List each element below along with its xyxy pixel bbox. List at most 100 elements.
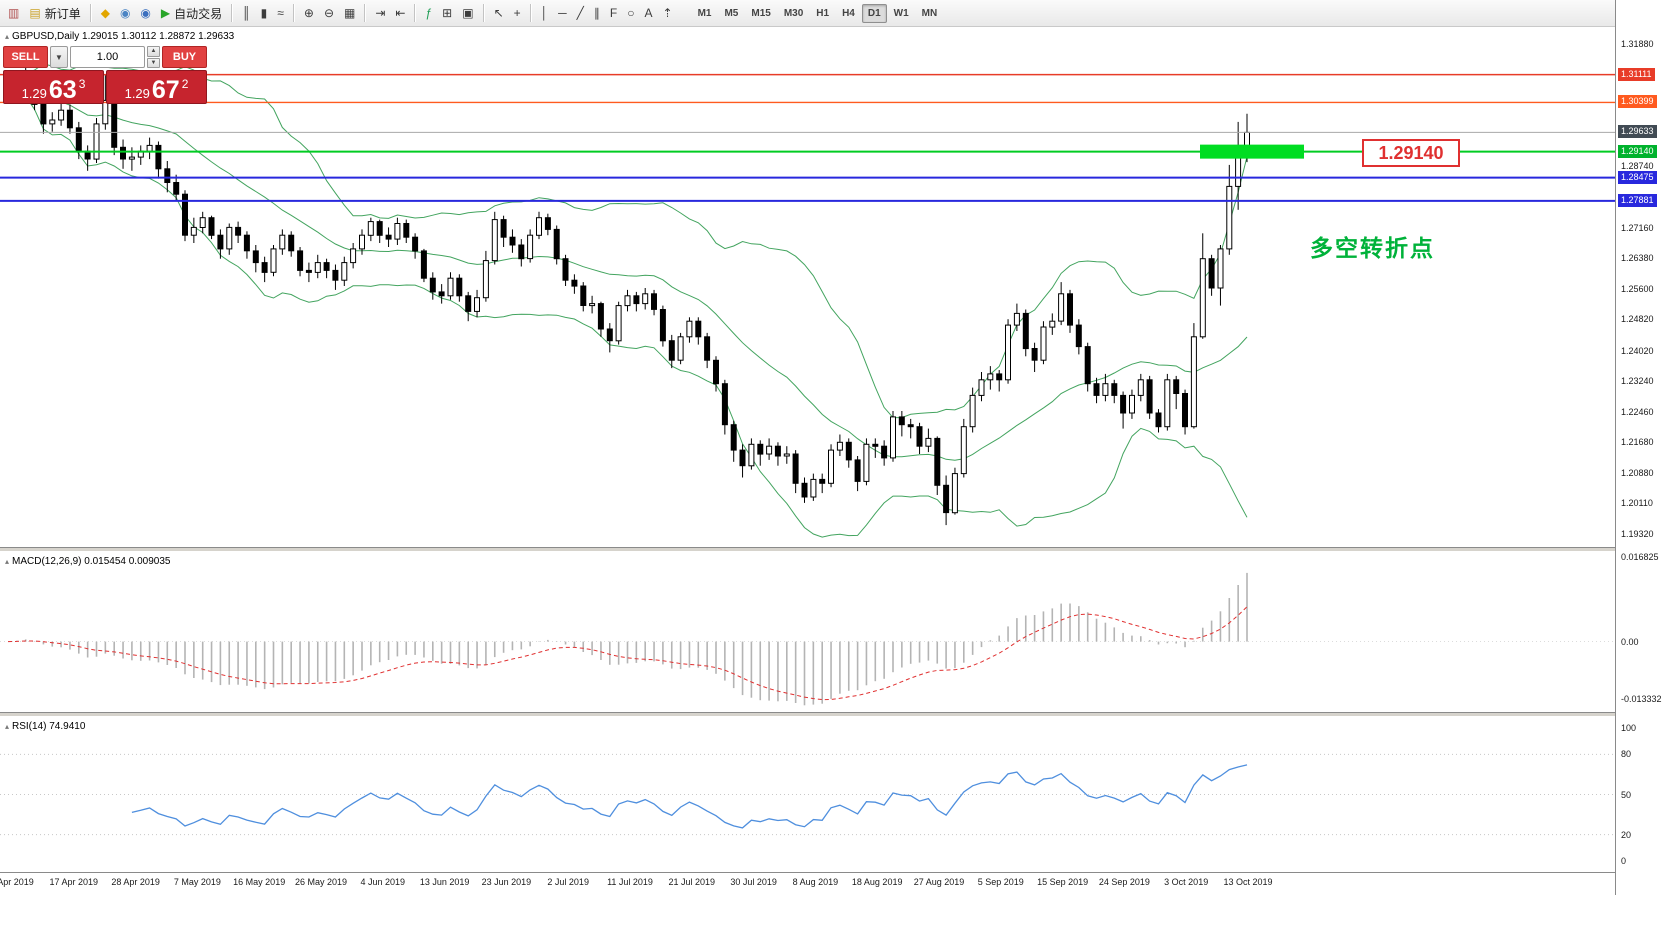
main-chart[interactable] — [0, 27, 1615, 547]
price-callout[interactable]: 1.29140 — [1362, 138, 1460, 167]
date-axis-label: 5 Sep 2019 — [977, 877, 1024, 887]
time-axis[interactable]: 8 Apr 2019 17 Apr 2019 28 Apr 2019 7 May 20… — [0, 872, 1615, 895]
indicators-icon[interactable]: ƒ — [420, 3, 437, 24]
new-order-button-label: 新订单 — [44, 6, 81, 21]
shapes-icon[interactable]: ○ — [622, 3, 639, 24]
price-axis-label: 1.19320 — [1621, 529, 1654, 539]
zoom-out-icon[interactable]: ⊖ — [319, 3, 339, 24]
price-level-label: 1.29140 — [1618, 145, 1657, 158]
collapse-icon[interactable]: ▴ — [5, 722, 10, 731]
fibonacci-icon[interactable]: F — [605, 3, 622, 24]
timeframe-m1[interactable]: M1 — [692, 4, 718, 23]
timeframe-mn[interactable]: MN — [916, 4, 944, 23]
macd-values-label: MACD(12,26,9) 0.015454 0.009035 — [12, 556, 171, 567]
horizontal-line-icon[interactable]: ─ — [553, 3, 572, 24]
date-axis-label: 11 Jul 2019 — [607, 877, 653, 887]
new-chart-icon[interactable]: ⊞ — [437, 3, 457, 24]
collapse-icon[interactable]: ▴ — [5, 32, 10, 41]
zoom-out-icon: ⊖ — [323, 6, 334, 20]
channel-icon[interactable]: ∥ — [589, 3, 605, 24]
new-order-button[interactable]: ▤ 新订单 — [24, 3, 85, 24]
signals-icon[interactable]: ◉ — [115, 3, 135, 24]
price-axis-label: 1.21680 — [1621, 437, 1654, 447]
templates-icon[interactable]: ▣ — [457, 3, 478, 24]
date-axis-label: 13 Oct 2019 — [1223, 877, 1273, 887]
chart-shift-icon: ⇤ — [395, 6, 406, 20]
volume-input[interactable] — [70, 46, 145, 68]
rsi-axis-label: 0 — [1621, 856, 1627, 866]
pane-separator[interactable] — [0, 712, 1672, 717]
price-axis-label: 1.28740 — [1621, 161, 1654, 171]
symbols-icon[interactable]: ▥ — [3, 3, 24, 24]
date-axis-label: 16 May 2019 — [233, 877, 286, 887]
pivot-highlight[interactable] — [1200, 144, 1304, 159]
rsi-line — [131, 764, 1248, 829]
timeframe-toolbar: M1 M5 M15 M30 H1 H4 D1 W1 MN — [692, 3, 944, 23]
shapes-icon: ○ — [627, 6, 635, 20]
date-axis-label: 28 Apr 2019 — [111, 877, 160, 887]
sell-price[interactable]: 1.29 63 3 — [3, 70, 104, 104]
tile-windows-icon: ▦ — [344, 6, 356, 20]
date-axis-label: 8 Apr 2019 — [0, 877, 34, 887]
price-axis-label: 1.25600 — [1621, 284, 1654, 294]
zoom-in-icon[interactable]: ⊕ — [299, 3, 319, 24]
text-icon: A — [644, 6, 653, 20]
price-axis[interactable]: 1.31880 1.31111 1.30399 1.29633 1.29140 1.287… — [1615, 0, 1672, 895]
price-level-label: 1.31111 — [1618, 68, 1655, 81]
buy-button[interactable]: BUY — [162, 46, 207, 68]
signals-icon: ◉ — [119, 6, 131, 20]
timeframe-m5[interactable]: M5 — [718, 4, 744, 23]
collapse-icon[interactable]: ▴ — [5, 557, 10, 566]
macd-histogram — [16, 572, 1248, 706]
crosshair-icon[interactable]: + — [509, 3, 526, 24]
timeframe-w1[interactable]: W1 — [888, 4, 915, 23]
timeframe-h1[interactable]: H1 — [810, 4, 835, 23]
order-options-dropdown[interactable]: ▼ — [50, 46, 68, 68]
autotrading-button[interactable]: ▶ 自动交易 — [156, 3, 227, 24]
chart-shift-icon[interactable]: ⇤ — [390, 3, 410, 24]
date-axis-label: 27 Aug 2019 — [913, 877, 965, 887]
fibonacci-icon: F — [609, 6, 618, 20]
horizontal-line-icon: ─ — [558, 6, 567, 20]
price-axis-label: 1.20880 — [1621, 468, 1654, 478]
candlestick-chart-icon[interactable]: ▮ — [256, 3, 273, 24]
toolbar-separator — [231, 4, 234, 22]
macd-chart[interactable] — [0, 552, 1615, 712]
buy-price[interactable]: 1.29 67 2 — [106, 70, 207, 104]
price-axis-label: 1.31880 — [1621, 39, 1654, 49]
rsi-chart[interactable] — [0, 717, 1615, 872]
bollinger-middle-band — [16, 84, 1248, 461]
timeframe-m15[interactable]: M15 — [745, 4, 776, 23]
date-axis-label: 24 Sep 2019 — [1098, 877, 1150, 887]
autoscroll-icon[interactable]: ⇥ — [370, 3, 390, 24]
date-axis-label: 2 Jul 2019 — [547, 877, 589, 887]
volume-up-button[interactable]: ▲ — [147, 46, 160, 57]
mql5-community-icon[interactable]: ◆ — [96, 3, 115, 24]
timeframe-d1[interactable]: D1 — [861, 3, 887, 23]
bar-chart-icon[interactable]: ║ — [237, 3, 256, 24]
timeframe-m30[interactable]: M30 — [778, 4, 809, 23]
text-icon[interactable]: A — [639, 3, 657, 24]
price-level-label: 1.27881 — [1618, 194, 1657, 207]
date-axis-label: 7 May 2019 — [173, 877, 221, 887]
pane-separator[interactable] — [0, 547, 1672, 552]
rsi-value-label: RSI(14) 74.9410 — [12, 721, 86, 732]
vertical-line-icon[interactable]: │ — [536, 3, 554, 24]
cursor-icon[interactable]: ↖ — [489, 3, 509, 24]
arrow-tools-icon[interactable]: ⇡ — [658, 3, 678, 24]
market-icon[interactable]: ◉ — [135, 3, 155, 24]
date-axis-label: 23 Jun 2019 — [481, 877, 532, 887]
line-chart-icon[interactable]: ≈ — [272, 3, 289, 24]
trendline-icon[interactable]: ╱ — [572, 3, 589, 24]
sell-button[interactable]: SELL — [3, 46, 48, 68]
rsi-axis-label: 50 — [1621, 790, 1632, 800]
line-chart-icon: ≈ — [277, 6, 284, 20]
timeframe-h4[interactable]: H4 — [836, 4, 861, 23]
price-axis-label: 1.27160 — [1621, 223, 1654, 233]
volume-down-button[interactable]: ▼ — [147, 57, 160, 68]
tile-windows-icon[interactable]: ▦ — [339, 3, 360, 24]
toolbar-separator — [482, 4, 485, 22]
price-axis-label: 1.24020 — [1621, 346, 1654, 356]
channel-icon: ∥ — [593, 6, 600, 20]
